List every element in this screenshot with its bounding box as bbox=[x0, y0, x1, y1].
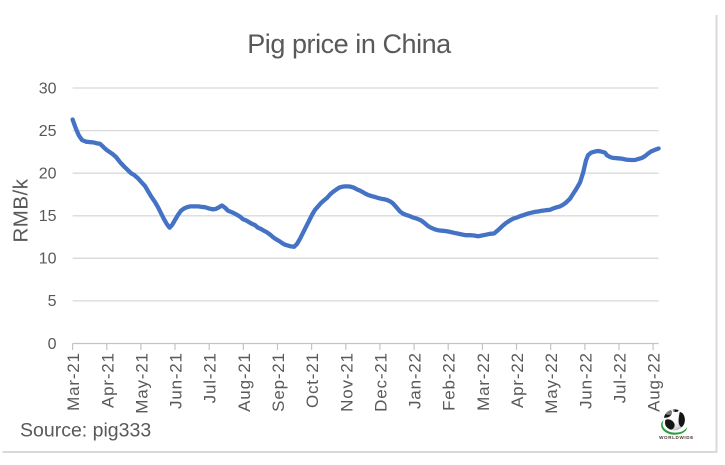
svg-text:Oct-21: Oct-21 bbox=[303, 352, 322, 408]
svg-text:Jul-21: Jul-21 bbox=[201, 352, 220, 403]
svg-text:Aug-21: Aug-21 bbox=[235, 352, 254, 412]
svg-text:Apr-22: Apr-22 bbox=[508, 352, 527, 408]
svg-text:May-22: May-22 bbox=[542, 352, 561, 414]
svg-text:Source: pig333: Source: pig333 bbox=[20, 420, 151, 442]
svg-text:May-21: May-21 bbox=[132, 352, 151, 414]
svg-text:Jun-22: Jun-22 bbox=[576, 352, 595, 409]
svg-text:5: 5 bbox=[48, 293, 57, 310]
svg-text:Jan-22: Jan-22 bbox=[406, 352, 425, 409]
svg-text:30: 30 bbox=[39, 80, 57, 97]
svg-text:Mar-22: Mar-22 bbox=[474, 352, 493, 411]
svg-text:Sep-21: Sep-21 bbox=[269, 352, 288, 412]
svg-text:Feb-22: Feb-22 bbox=[440, 352, 459, 411]
svg-text:Nov-21: Nov-21 bbox=[337, 352, 356, 412]
svg-text:Dec-21: Dec-21 bbox=[371, 352, 390, 412]
svg-text:Jul-22: Jul-22 bbox=[611, 352, 630, 403]
svg-text:15: 15 bbox=[39, 208, 57, 225]
svg-text:20: 20 bbox=[39, 166, 57, 183]
svg-text:Pig price in China: Pig price in China bbox=[247, 29, 452, 59]
svg-text:Jun-21: Jun-21 bbox=[167, 352, 186, 409]
svg-text:Aug-22: Aug-22 bbox=[645, 352, 664, 412]
svg-text:25: 25 bbox=[39, 123, 57, 140]
svg-text:Apr-21: Apr-21 bbox=[98, 352, 117, 408]
svg-text:0: 0 bbox=[48, 336, 57, 353]
svg-text:WORLDWIDE: WORLDWIDE bbox=[659, 435, 694, 440]
svg-text:Mar-21: Mar-21 bbox=[64, 352, 83, 411]
svg-text:RMB/k: RMB/k bbox=[10, 178, 33, 242]
svg-text:10: 10 bbox=[39, 251, 57, 268]
